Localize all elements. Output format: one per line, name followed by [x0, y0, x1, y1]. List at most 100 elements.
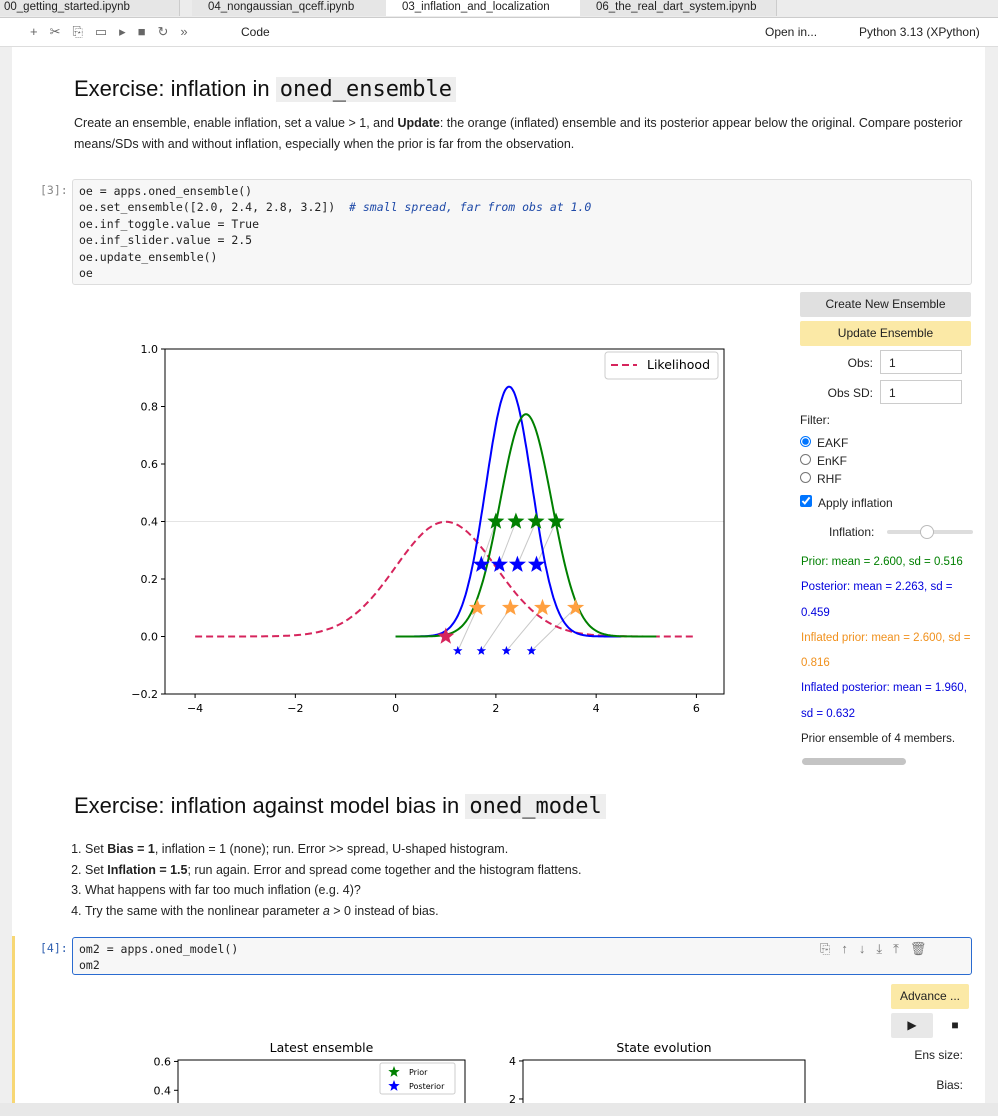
cell-toolbar[interactable]: ⎘↑↓⤓⤒🗑 — [820, 941, 938, 956]
list: Set Bias = 1, inflation = 1 (none); run.… — [61, 839, 581, 921]
star-marker — [472, 555, 490, 572]
label: Filter: — [800, 413, 830, 427]
stat-line: Prior: mean = 2.600, sd = 0.516 — [801, 556, 963, 568]
cell-type[interactable]: Code — [241, 25, 270, 39]
x-tick-label: 2 — [492, 702, 499, 715]
radio-group: EAKF EnKF RHF — [800, 434, 848, 488]
legend-label: Posterior — [409, 1082, 445, 1091]
checkbox[interactable]: Apply inflation — [800, 495, 893, 510]
x-tick-label: −2 — [287, 702, 303, 715]
code-line: oe.update_ensemble() — [79, 249, 218, 264]
tab[interactable]: 06_the_real_dart_system.ipynb — [580, 0, 777, 16]
play-button[interactable]: ▶ — [891, 1013, 933, 1038]
connector — [536, 521, 557, 565]
kernel[interactable]: Python 3.13 (XPython) — [859, 25, 980, 39]
y-tick-label: 0.0 — [141, 631, 159, 644]
star-marker — [476, 645, 487, 655]
legend-label: Likelihood — [647, 357, 710, 372]
tab[interactable]: 00_getting_started.ipynb — [0, 0, 180, 16]
label: Inflation: — [829, 525, 875, 539]
star-marker — [507, 512, 525, 529]
star-marker — [487, 512, 505, 529]
code-line: oe — [79, 266, 93, 281]
advance-button[interactable]: Advance ... — [891, 984, 969, 1009]
create-button[interactable]: Create New Ensemble — [800, 292, 971, 317]
code-line: oe.set_ensemble([2.0, 2.4, 2.8, 3.2]) # s… — [79, 200, 592, 215]
toolbar-icons[interactable]: +✂⎘▭▸■↻» — [30, 24, 200, 39]
text: Set — [85, 862, 108, 877]
legend-marker — [388, 1066, 400, 1077]
heading-code: oned_model — [465, 794, 606, 819]
text-italic: a — [322, 903, 330, 918]
open-in[interactable]: Open in... — [765, 25, 818, 39]
y-tick-label: 0.6 — [141, 458, 159, 471]
code-cell[interactable]: om2 = apps.oned_model() om2 — [72, 937, 972, 975]
y-tick-label: 0.6 — [154, 1055, 172, 1068]
connector — [480, 607, 511, 652]
update-button[interactable]: Update Ensemble — [800, 321, 971, 346]
star-marker — [547, 512, 565, 529]
stats: Prior: mean = 2.600, sd = 0.516 Posterio… — [801, 550, 971, 752]
tab-bar: 00_getting_started.ipynb 04_nongaussian_… — [0, 0, 998, 18]
list-item: Set Bias = 1, inflation = 1 (none); run.… — [85, 839, 581, 860]
prompt: [3]: — [40, 183, 68, 197]
code-line: oe = apps.oned_ensemble() — [79, 184, 253, 198]
axes-frame — [177, 1059, 466, 1103]
plot-title: Latest ensemble — [270, 1040, 374, 1055]
code-line: oe.inf_toggle.value = True — [79, 216, 260, 231]
heading-text: Exercise: inflation in — [74, 76, 276, 101]
text-bold: Update — [397, 116, 440, 130]
radio-label: RHF — [817, 472, 842, 486]
y-tick-label: 2 — [509, 1093, 516, 1103]
prompt: [4]: — [40, 941, 68, 955]
stat-line: Inflated prior: mean = 2.600, sd = 0.816 — [801, 631, 971, 670]
code-cell[interactable]: oe = apps.oned_ensemble() oe.set_ensemble… — [72, 179, 972, 285]
axes-frame — [522, 1059, 806, 1103]
checkbox-label: Apply inflation — [818, 496, 893, 510]
stat-line: Prior ensemble of 4 members. — [801, 733, 956, 746]
text: Set — [85, 842, 108, 856]
star-marker — [501, 598, 519, 615]
status-bar — [0, 1103, 998, 1116]
y-tick-label: 0.8 — [141, 401, 159, 414]
text: : the orange (inflated) ensemble and its… — [74, 116, 963, 151]
axes-frame — [164, 348, 725, 695]
scrollbar[interactable] — [802, 758, 906, 765]
list-item: Try the same with the nonlinear paramete… — [85, 901, 581, 922]
tab-label: 04_nongaussian_qceff.ipynb — [208, 1, 355, 13]
y-tick-label: −0.2 — [131, 688, 158, 701]
star-marker — [526, 645, 537, 655]
plot-title: State evolution — [616, 1040, 711, 1055]
curve — [395, 413, 657, 638]
connector — [531, 607, 576, 652]
y-tick-label: 0.2 — [141, 573, 159, 586]
obs-sd-input[interactable]: 1 — [880, 380, 962, 404]
stop-button[interactable]: ■ — [937, 1013, 973, 1038]
legend-box — [604, 351, 719, 380]
plot: −4 −2 0 2 4 6 −0.2 0.0 0.2 0.4 0.6 0.8 1.0 Likelihood — [75, 293, 790, 745]
text: > 0 instead of bias. — [329, 903, 439, 918]
slider-handle[interactable] — [920, 525, 934, 539]
star-marker — [468, 598, 486, 615]
text-bold: Bias = 1 — [107, 842, 155, 856]
radio[interactable]: EnKF — [800, 452, 848, 470]
tab-active[interactable]: 03_inflation_and_localization — [386, 0, 583, 16]
widget-panel: Create New Ensemble Update Ensemble Obs:… — [800, 292, 973, 772]
radio[interactable]: RHF — [800, 470, 848, 488]
connector — [480, 521, 497, 565]
tab[interactable]: 04_nongaussian_qceff.ipynb — [192, 0, 389, 16]
active-bar — [12, 936, 15, 1103]
text: , inflation = 1 (none); run. Error >> sp… — [154, 842, 509, 856]
radio-label: EnKF — [817, 454, 848, 468]
radio[interactable]: EAKF — [800, 434, 848, 452]
x-tick-label: 6 — [693, 702, 700, 715]
code-line: oe.inf_slider.value = 2.5 — [79, 233, 253, 248]
code-comment: # small spread, far from obs at 1.0 — [349, 200, 592, 215]
text: Try the same with the nonlinear paramete… — [85, 903, 323, 918]
obs-input[interactable]: 1 — [880, 350, 962, 374]
x-tick-label: 0 — [392, 702, 399, 715]
legend-label: Prior — [409, 1068, 428, 1077]
heading-text: Exercise: inflation against model bias i… — [74, 793, 466, 818]
tab-label: 00_getting_started.ipynb — [4, 1, 130, 13]
